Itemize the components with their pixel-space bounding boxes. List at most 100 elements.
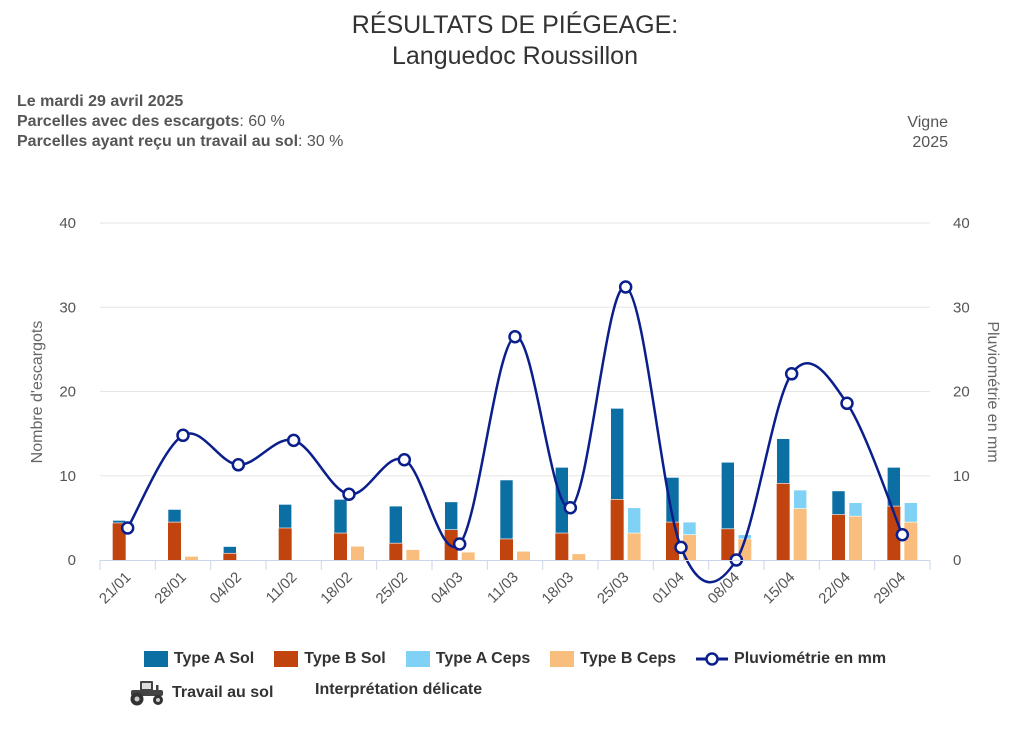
y-tick-right-0: 0 bbox=[953, 552, 961, 569]
x-tick-label-29/04: 29/04 bbox=[871, 569, 910, 608]
bar-type-b-sol bbox=[278, 527, 292, 560]
bar-type-b-ceps bbox=[738, 538, 752, 560]
tractor-icon bbox=[130, 681, 163, 706]
legend-travail-label: Travail au sol bbox=[172, 684, 274, 701]
bar-type-b-ceps bbox=[406, 549, 420, 560]
x-tick-label-11/03: 11/03 bbox=[484, 569, 522, 607]
pluvio-line-symbol bbox=[696, 652, 729, 666]
pluvio-point-11/02 bbox=[286, 433, 301, 448]
bar-type-b-sol bbox=[223, 553, 237, 560]
info-travail: Parcelles ayant reçu un travail au sol: … bbox=[17, 132, 343, 152]
legend-row-1: Type A Sol Type B Sol Type A Ceps Type B… bbox=[0, 650, 1030, 668]
side-year: 2025 bbox=[912, 134, 948, 151]
x-tick-label-18/02: 18/02 bbox=[317, 569, 356, 608]
side-info: Vigne 2025 bbox=[907, 113, 948, 153]
legend-interpretation: Interprétation délicate bbox=[315, 681, 483, 698]
bar-type-b-ceps bbox=[849, 516, 862, 560]
legend-pluvio[interactable]: Pluviométrie en mm bbox=[696, 650, 886, 668]
chart-svg: 0 0 10 10 20 20 30 30 40 40 21/01 28/01 04/02 11/02 18… bbox=[29, 215, 1001, 608]
y-axis-left-title: Nombre d'escargots bbox=[29, 321, 46, 464]
info-block: Le mardi 29 avril 2025 Parcelles avec de… bbox=[17, 92, 343, 152]
bar-type-a-sol bbox=[831, 490, 846, 515]
bar-type-b-ceps bbox=[572, 554, 586, 560]
bar-type-a-sol bbox=[333, 499, 348, 534]
info-escargots: Parcelles avec des escargots: 60 % bbox=[17, 112, 343, 132]
bars-group bbox=[112, 408, 918, 560]
bar-type-b-sol bbox=[555, 533, 569, 560]
legend-type-b-ceps-label: Type B Ceps bbox=[580, 650, 677, 667]
legend-type-b-sol-label: Type B Sol bbox=[304, 650, 386, 667]
legend-type-b-sol[interactable]: Type B Sol bbox=[274, 650, 386, 668]
info-escargots-label: Parcelles avec des escargots bbox=[17, 113, 240, 130]
bar-type-b-ceps bbox=[627, 533, 641, 560]
x-tick-label-15/04: 15/04 bbox=[760, 569, 799, 608]
bar-type-b-sol bbox=[721, 528, 735, 560]
pluvio-point-29/04 bbox=[895, 527, 910, 542]
bar-type-b-ceps bbox=[517, 551, 530, 560]
info-travail-value: : 30 % bbox=[298, 133, 344, 150]
legend-pluvio-label: Pluviométrie en mm bbox=[734, 650, 887, 667]
info-travail-label: Parcelles ayant reçu un travail au sol bbox=[17, 133, 299, 150]
title-line-2: Languedoc Roussillon bbox=[391, 42, 638, 70]
side-crop: Vigne bbox=[907, 114, 948, 131]
bar-type-a-sol bbox=[389, 505, 403, 544]
pluvio-point-22/04 bbox=[840, 396, 854, 411]
legend-type-a-ceps-label: Type A Ceps bbox=[435, 650, 531, 667]
bar-type-b-sol bbox=[776, 483, 790, 560]
bar-type-a-ceps bbox=[627, 507, 641, 534]
x-tick-label-21/01: 21/01 bbox=[96, 569, 135, 608]
info-date: Le mardi 29 avril 2025 bbox=[17, 93, 184, 110]
bar-type-b-ceps bbox=[461, 552, 475, 560]
y-tick-left-30: 30 bbox=[59, 299, 76, 316]
bar-type-a-ceps bbox=[904, 502, 918, 523]
x-tick-label-18/03: 18/03 bbox=[539, 569, 578, 608]
bar-type-b-sol bbox=[666, 522, 679, 560]
bar-type-a-ceps bbox=[682, 521, 697, 536]
bar-type-a-sol bbox=[721, 461, 735, 530]
bar-type-b-sol bbox=[610, 499, 624, 560]
title-line-1: RÉSULTATS DE PIÉGEAGE: bbox=[351, 11, 679, 39]
legend-type-b-ceps[interactable]: Type B Ceps bbox=[550, 650, 676, 668]
bar-type-b-ceps bbox=[351, 546, 364, 560]
y-tick-left-0: 0 bbox=[68, 552, 76, 569]
bar-type-b-sol bbox=[168, 522, 181, 560]
bar-type-b-ceps bbox=[793, 508, 807, 560]
x-tick-label-04/02: 04/02 bbox=[207, 569, 246, 608]
swatch-type-b-ceps bbox=[550, 651, 575, 667]
legend-travail[interactable]: Travail au sol bbox=[128, 678, 273, 706]
bar-type-b-ceps bbox=[904, 522, 918, 560]
y-tick-right-20: 20 bbox=[953, 384, 970, 401]
pluvio-point-21/01 bbox=[120, 521, 135, 535]
y-tick-left-10: 10 bbox=[59, 468, 76, 485]
x-tick-label-25/03: 25/03 bbox=[594, 569, 633, 608]
legend-type-a-ceps[interactable]: Type A Ceps bbox=[405, 650, 531, 668]
x-tick-label-25/02: 25/02 bbox=[373, 569, 412, 608]
y-tick-left-20: 20 bbox=[59, 384, 76, 401]
x-tick-label-28/01: 28/01 bbox=[151, 569, 190, 608]
pluvio-point-25/03 bbox=[618, 280, 633, 294]
legend-row-2: Travail au sol bbox=[128, 678, 273, 706]
y-tick-right-30: 30 bbox=[953, 299, 970, 316]
bar-type-a-sol bbox=[278, 504, 292, 529]
x-tick-label-04/03: 04/03 bbox=[428, 569, 467, 608]
x-tick-label-22/04: 22/04 bbox=[815, 569, 854, 608]
y-tick-right-40: 40 bbox=[953, 215, 970, 232]
line-group bbox=[120, 280, 910, 584]
y-axis-right-title: Pluviométrie en mm bbox=[984, 321, 1001, 462]
bar-type-b-ceps bbox=[185, 556, 198, 560]
legend-type-a-sol-label: Type A Sol bbox=[173, 650, 255, 667]
y-tick-right-10: 10 bbox=[953, 468, 970, 485]
legend-type-a-sol[interactable]: Type A Sol bbox=[143, 650, 255, 668]
pluvio-point-01/04 bbox=[674, 540, 688, 555]
info-escargots-value: : 60 % bbox=[239, 113, 285, 130]
bar-type-a-sol bbox=[887, 467, 901, 507]
bar-type-a-ceps bbox=[793, 489, 807, 509]
pluvio-point-28/01 bbox=[176, 428, 190, 443]
bar-type-a-sol bbox=[776, 438, 790, 484]
x-tick-label-11/02: 11/02 bbox=[263, 569, 301, 607]
bar-type-b-sol bbox=[832, 514, 845, 560]
swatch-type-a-ceps bbox=[405, 651, 430, 667]
bar-type-b-sol bbox=[389, 543, 403, 560]
pluvio-point-11/03 bbox=[508, 329, 522, 344]
bar-type-b-ceps bbox=[683, 534, 696, 560]
